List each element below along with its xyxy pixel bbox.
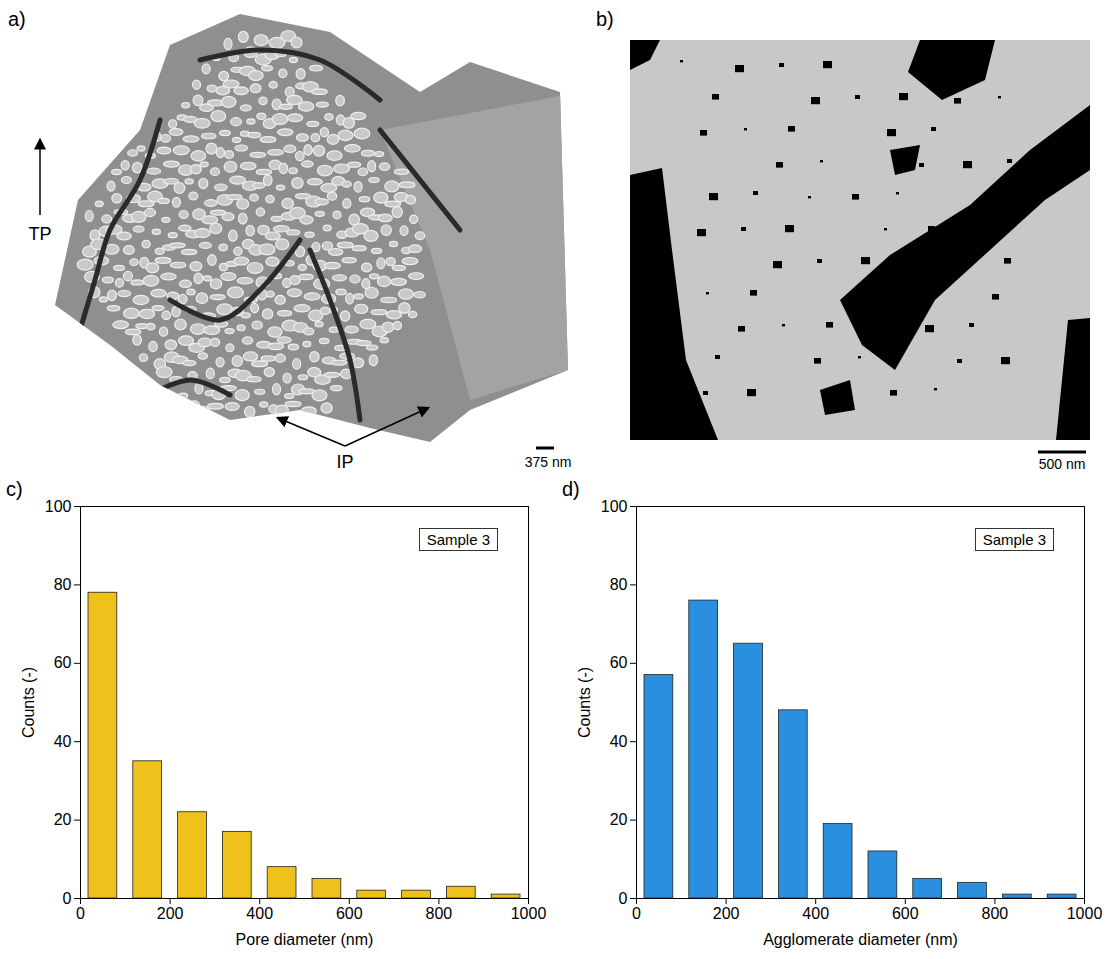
svg-text:40: 40 bbox=[610, 733, 628, 750]
svg-text:200: 200 bbox=[713, 905, 740, 922]
svg-text:a): a) bbox=[8, 8, 26, 30]
svg-text:500 nm: 500 nm bbox=[1039, 456, 1086, 472]
svg-text:b): b) bbox=[596, 8, 614, 30]
svg-text:60: 60 bbox=[610, 654, 628, 671]
svg-text:Counts (-): Counts (-) bbox=[20, 667, 37, 738]
svg-text:800: 800 bbox=[426, 905, 453, 922]
svg-text:600: 600 bbox=[892, 905, 919, 922]
svg-text:0: 0 bbox=[63, 890, 72, 907]
svg-text:Counts (-): Counts (-) bbox=[576, 667, 593, 738]
svg-text:Pore diameter (nm): Pore diameter (nm) bbox=[236, 931, 374, 948]
svg-text:100: 100 bbox=[45, 498, 72, 515]
svg-text:375 nm: 375 nm bbox=[525, 454, 572, 470]
svg-text:0: 0 bbox=[619, 890, 628, 907]
svg-text:20: 20 bbox=[54, 811, 72, 828]
html-text:c): c) bbox=[6, 478, 23, 500]
svg-text:60: 60 bbox=[54, 654, 72, 671]
svg-text:0: 0 bbox=[76, 905, 85, 922]
svg-text:1000: 1000 bbox=[1067, 905, 1103, 922]
svg-text:20: 20 bbox=[610, 811, 628, 828]
svg-text:Agglomerate diameter (nm): Agglomerate diameter (nm) bbox=[763, 931, 958, 948]
svg-text:80: 80 bbox=[610, 576, 628, 593]
svg-text:400: 400 bbox=[246, 905, 273, 922]
html-text:Sample 3: Sample 3 bbox=[426, 531, 490, 548]
html-text:Sample 3: Sample 3 bbox=[982, 531, 1046, 548]
svg-text:40: 40 bbox=[54, 733, 72, 750]
svg-text:IP: IP bbox=[336, 452, 353, 472]
svg-text:TP: TP bbox=[28, 224, 51, 244]
svg-text:400: 400 bbox=[802, 905, 829, 922]
svg-text:1000: 1000 bbox=[511, 905, 547, 922]
html-text:d): d) bbox=[562, 478, 580, 500]
svg-text:100: 100 bbox=[601, 498, 628, 515]
svg-text:0: 0 bbox=[632, 905, 641, 922]
svg-text:80: 80 bbox=[54, 576, 72, 593]
svg-text:800: 800 bbox=[982, 905, 1009, 922]
svg-text:600: 600 bbox=[336, 905, 363, 922]
svg-text:200: 200 bbox=[157, 905, 184, 922]
